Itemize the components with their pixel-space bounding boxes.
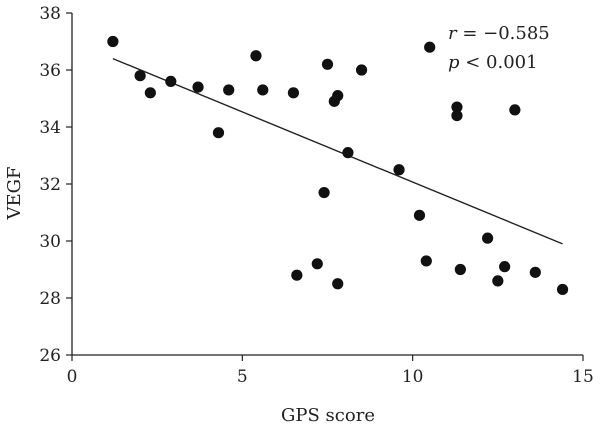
data-point <box>424 41 436 53</box>
data-point <box>144 87 156 99</box>
x-ticks: 0 5 10 15 <box>67 355 594 387</box>
r-symbol: r <box>448 23 458 44</box>
data-point <box>492 275 504 287</box>
data-point <box>318 186 330 199</box>
y-tick-label: 26 <box>39 346 61 366</box>
data-point <box>291 269 303 281</box>
correlation-annotation: r = −0.585 <box>448 23 550 44</box>
data-point <box>451 110 463 122</box>
y-tick-label: 28 <box>39 289 61 309</box>
data-point <box>134 70 146 82</box>
p-symbol: p <box>448 52 460 73</box>
data-points <box>107 35 569 296</box>
data-point <box>107 35 119 48</box>
data-point <box>311 258 323 270</box>
data-point <box>556 283 569 296</box>
x-tick-label: 0 <box>67 367 78 387</box>
data-point <box>321 58 334 70</box>
data-point <box>451 101 463 113</box>
y-tick-label: 38 <box>39 4 61 24</box>
y-tick-label: 36 <box>39 61 61 81</box>
p-value: < 0.001 <box>460 52 538 73</box>
data-point <box>413 209 426 221</box>
data-point <box>165 75 177 87</box>
trendline <box>112 57 563 245</box>
data-point <box>332 90 344 102</box>
x-tick-label: 15 <box>572 367 594 387</box>
y-tick-label: 30 <box>39 232 61 252</box>
data-point <box>509 104 521 116</box>
trendline-group <box>112 57 563 245</box>
data-point <box>420 255 432 267</box>
p-value-annotation: p < 0.001 <box>448 52 538 73</box>
data-point <box>342 147 354 159</box>
y-tick-label: 34 <box>39 118 61 138</box>
data-point <box>454 263 466 276</box>
x-tick-label: 10 <box>402 367 424 387</box>
r-value: = −0.585 <box>457 23 550 44</box>
data-point <box>529 266 541 278</box>
data-point <box>223 84 235 96</box>
data-point <box>250 50 262 62</box>
data-point <box>212 127 225 139</box>
data-point <box>499 261 511 273</box>
data-point <box>332 278 344 290</box>
y-tick-label: 32 <box>39 175 61 195</box>
y-ticks: 26 28 30 32 34 36 38 <box>39 4 72 366</box>
y-axis-title: VEGF <box>4 166 25 220</box>
data-point <box>393 164 405 176</box>
data-point <box>355 64 368 76</box>
x-tick-label: 5 <box>237 367 248 387</box>
data-point <box>482 232 494 244</box>
data-point <box>257 84 269 96</box>
x-axis-title: GPS score <box>281 405 375 426</box>
data-point <box>287 87 300 99</box>
data-point <box>192 81 204 93</box>
